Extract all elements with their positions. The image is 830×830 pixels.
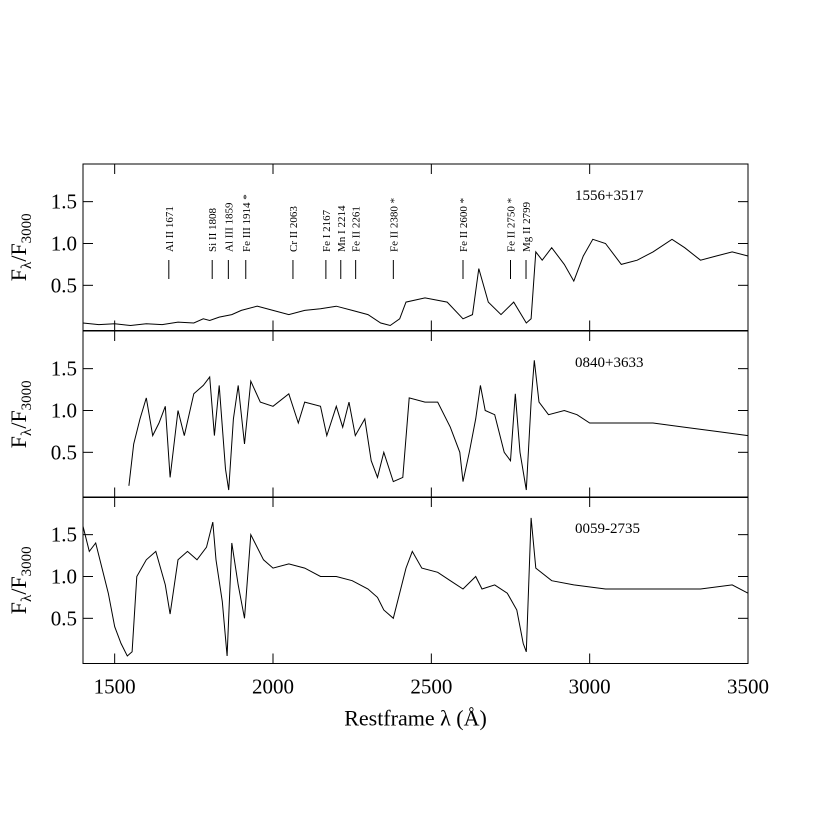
line-id: Mg II 2799	[521, 201, 533, 252]
y-tick-label: 0.5	[51, 606, 77, 630]
line-id: Mn I 2214	[336, 205, 348, 252]
y-label-part: λ	[19, 261, 35, 269]
line-id: Cr II 2063	[288, 206, 300, 252]
panel-name: 0059-2735	[575, 521, 640, 537]
line-id: Fe I 2167	[321, 209, 333, 252]
x-tick-label: 2500	[410, 675, 452, 699]
panel-name: 1556+3517	[575, 188, 644, 204]
x-tick-label: 1500	[94, 675, 136, 699]
panel-frame	[82, 496, 749, 664]
y-tick-label: 1.5	[51, 523, 77, 547]
y-label-part: /F	[6, 410, 31, 428]
y-tick-label: 1.5	[51, 190, 77, 214]
y-tick-label: 0.5	[51, 440, 77, 464]
y-label-part: λ	[19, 594, 35, 602]
x-tick-label: 3000	[569, 675, 611, 699]
x-tick-label: 2000	[252, 675, 294, 699]
line-id: Al III 1859	[223, 202, 235, 252]
y-axis-label: Fλ/F3000	[6, 546, 35, 614]
panel-frame	[82, 163, 749, 331]
spectrum	[82, 238, 749, 327]
y-label-part: λ	[19, 428, 35, 436]
y-tick-label: 1.0	[51, 231, 77, 255]
line-id: Fe II 2750 *	[506, 198, 518, 252]
y-label-part: F	[6, 602, 31, 614]
line-id: Si II 1808	[207, 208, 219, 253]
panel-frame	[82, 330, 749, 498]
line-id: Fe II 2261	[351, 206, 363, 252]
panel-name: 0840+3633	[575, 355, 643, 371]
line-id: Fe II 2600 *	[458, 198, 470, 252]
y-tick-label: 1.0	[51, 398, 77, 422]
y-tick-label: 1.5	[51, 357, 77, 381]
y-tick-label: 0.5	[51, 273, 77, 297]
x-axis-label: Restframe λ (Å)	[344, 706, 487, 731]
line-id: Fe II 2380 *	[388, 198, 400, 252]
y-label-part: 3000	[19, 546, 35, 576]
y-label-part: 3000	[19, 213, 35, 243]
y-label-part: /F	[6, 576, 31, 594]
y-tick-label: 1.0	[51, 564, 77, 588]
line-id: Al II 1671	[164, 206, 176, 252]
line-id: Fe III 1914 *	[241, 194, 253, 252]
x-tick-label: 3500	[727, 675, 769, 699]
y-label-part: /F	[6, 243, 31, 261]
y-label-part: F	[6, 269, 31, 281]
spectrum	[82, 517, 749, 657]
y-label-part: 3000	[19, 380, 35, 410]
y-label-part: F	[6, 436, 31, 448]
y-axis-label: Fλ/F3000	[6, 213, 35, 281]
y-axis-label: Fλ/F3000	[6, 380, 35, 448]
spectrum	[128, 360, 749, 491]
